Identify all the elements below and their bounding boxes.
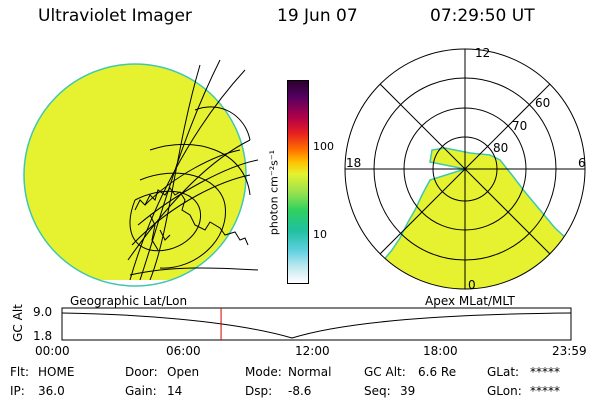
seq-value: 39 bbox=[400, 384, 416, 398]
seq-label: Seq: bbox=[364, 384, 391, 398]
altitude-ylabel: GC Alt bbox=[11, 304, 25, 342]
altitude-frame bbox=[61, 307, 572, 341]
door-label: Door: bbox=[125, 365, 158, 379]
x-tick-2359: 23:59 bbox=[552, 344, 587, 358]
glon-label: GLon: bbox=[487, 384, 522, 398]
glat-label: GLat: bbox=[487, 365, 520, 379]
gcalt-label: GC Alt: bbox=[364, 365, 406, 379]
flt-value: HOME bbox=[38, 365, 75, 379]
colorbar-tick-100: 100 bbox=[313, 140, 334, 153]
mlt-label-18: 18 bbox=[346, 156, 362, 170]
geographic-disk bbox=[24, 64, 246, 280]
flt-label: Flt: bbox=[10, 365, 29, 379]
glon-value: ***** bbox=[530, 384, 560, 398]
gain-label: Gain: bbox=[125, 384, 157, 398]
x-tick-0000: 00:00 bbox=[35, 344, 70, 358]
time-label: 07:29:50 UT bbox=[430, 6, 535, 26]
coastline bbox=[134, 187, 249, 251]
altitude-bottom-value: 1.8 bbox=[33, 329, 53, 343]
polar-grid bbox=[344, 48, 586, 290]
x-tick-1800: 18:00 bbox=[423, 344, 458, 358]
glat-value: ***** bbox=[530, 365, 560, 379]
mlt-label-12: 12 bbox=[475, 46, 491, 60]
disk-edge bbox=[23, 63, 247, 287]
ip-label: IP: bbox=[10, 384, 25, 398]
mlt-label-0: 0 bbox=[468, 278, 476, 292]
x-tick-1200: 12:00 bbox=[295, 344, 330, 358]
left-panel-caption: Geographic Lat/Lon bbox=[70, 294, 188, 308]
ip-value: 36.0 bbox=[38, 384, 65, 398]
dsp-value: -8.6 bbox=[288, 384, 312, 398]
gcalt-value: 6.6 Re bbox=[418, 365, 457, 379]
dsp-label: Dsp: bbox=[245, 384, 273, 398]
right-panel-caption: Apex MLat/MLT bbox=[425, 294, 515, 308]
altitude-top-value: 9.0 bbox=[33, 305, 53, 319]
date-label: 19 Jun 07 bbox=[277, 6, 358, 26]
auroral-emission bbox=[379, 147, 585, 289]
instrument-title: Ultraviolet Imager bbox=[38, 6, 192, 26]
colorbar bbox=[287, 80, 309, 284]
colorbar-tick-10: 10 bbox=[313, 228, 327, 241]
mode-value: Normal bbox=[288, 365, 332, 379]
mode-label: Mode: bbox=[245, 365, 282, 379]
door-value: Open bbox=[167, 365, 200, 379]
mlt-label-6: 6 bbox=[578, 156, 586, 170]
geo-grid-lines bbox=[127, 59, 259, 281]
gain-value: 14 bbox=[167, 384, 183, 398]
mlat-label-70: 70 bbox=[512, 119, 528, 133]
mlat-label-80: 80 bbox=[493, 141, 509, 155]
x-tick-0600: 06:00 bbox=[166, 344, 201, 358]
altitude-curve bbox=[61, 312, 572, 339]
mlat-label-60: 60 bbox=[535, 96, 551, 110]
